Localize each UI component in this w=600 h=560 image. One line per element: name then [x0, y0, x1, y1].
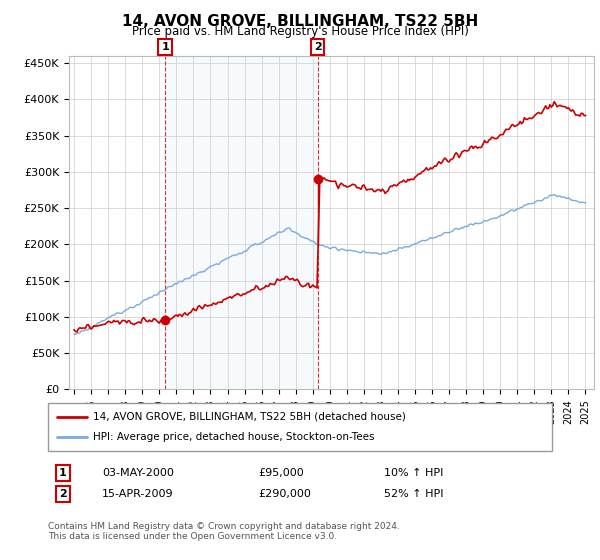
- Text: £95,000: £95,000: [258, 468, 304, 478]
- Text: 03-MAY-2000: 03-MAY-2000: [102, 468, 174, 478]
- Text: 1: 1: [161, 42, 169, 52]
- Text: Price paid vs. HM Land Registry's House Price Index (HPI): Price paid vs. HM Land Registry's House …: [131, 25, 469, 38]
- Text: 1: 1: [59, 468, 67, 478]
- Text: £290,000: £290,000: [258, 489, 311, 499]
- Text: HPI: Average price, detached house, Stockton-on-Tees: HPI: Average price, detached house, Stoc…: [93, 432, 374, 442]
- Bar: [165, 56, 317, 389]
- Text: 14, AVON GROVE, BILLINGHAM, TS22 5BH (detached house): 14, AVON GROVE, BILLINGHAM, TS22 5BH (de…: [93, 412, 406, 422]
- Text: Contains HM Land Registry data © Crown copyright and database right 2024.
This d: Contains HM Land Registry data © Crown c…: [48, 522, 400, 542]
- Text: 14, AVON GROVE, BILLINGHAM, TS22 5BH: 14, AVON GROVE, BILLINGHAM, TS22 5BH: [122, 14, 478, 29]
- Text: 52% ↑ HPI: 52% ↑ HPI: [384, 489, 443, 499]
- Text: 10% ↑ HPI: 10% ↑ HPI: [384, 468, 443, 478]
- Text: 2: 2: [314, 42, 322, 52]
- Text: 15-APR-2009: 15-APR-2009: [102, 489, 173, 499]
- Text: 2: 2: [59, 489, 67, 499]
